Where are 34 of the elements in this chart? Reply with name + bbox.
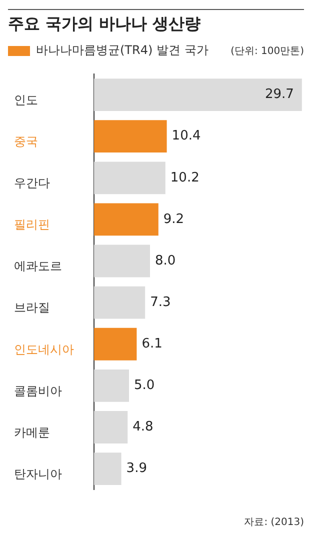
- data-label: 7.3: [150, 294, 171, 310]
- bar: [94, 286, 146, 319]
- data-label: 6.1: [142, 336, 162, 352]
- y-tick-label: 인도: [14, 92, 38, 107]
- bar: [94, 203, 158, 236]
- bar: [94, 452, 122, 486]
- y-tick-label: 에콰도르: [14, 259, 62, 274]
- data-label: 5.0: [134, 378, 155, 394]
- bar: [94, 411, 128, 444]
- y-tick-label: 우간다: [14, 176, 50, 190]
- data-label: 8.0: [155, 253, 176, 268]
- bar: [94, 369, 129, 402]
- y-tick-label: 중국: [14, 134, 38, 148]
- y-tick-label: 필리핀: [14, 218, 50, 232]
- data-label: 4.8: [132, 420, 154, 435]
- data-label: 29.7: [264, 87, 294, 102]
- chart-title: 주요 국가의 바나나 생산량: [8, 14, 201, 35]
- y-tick-label: 인도네시아: [14, 342, 74, 356]
- y-tick-label: 콜롬비아: [14, 384, 62, 398]
- y-tick-label: 카메룬: [14, 425, 50, 440]
- bar: [94, 120, 167, 153]
- text: 자료: (2013): [244, 516, 304, 529]
- data-label: 3.9: [126, 461, 147, 476]
- data-label: 9.2: [163, 212, 184, 227]
- bar: [94, 162, 166, 194]
- legend-label: 바나나마름병균(TR4) 발견 국가: [36, 42, 208, 59]
- y-tick-label: 탄자니아: [14, 466, 62, 481]
- bar: [94, 328, 137, 360]
- data-label: 10.4: [172, 128, 201, 144]
- y-tick-label: 브라질: [14, 300, 50, 315]
- text: (단위: 100만톤): [230, 45, 304, 58]
- data-label: 10.2: [170, 170, 200, 186]
- bar: [94, 78, 302, 111]
- bar: [94, 244, 150, 278]
